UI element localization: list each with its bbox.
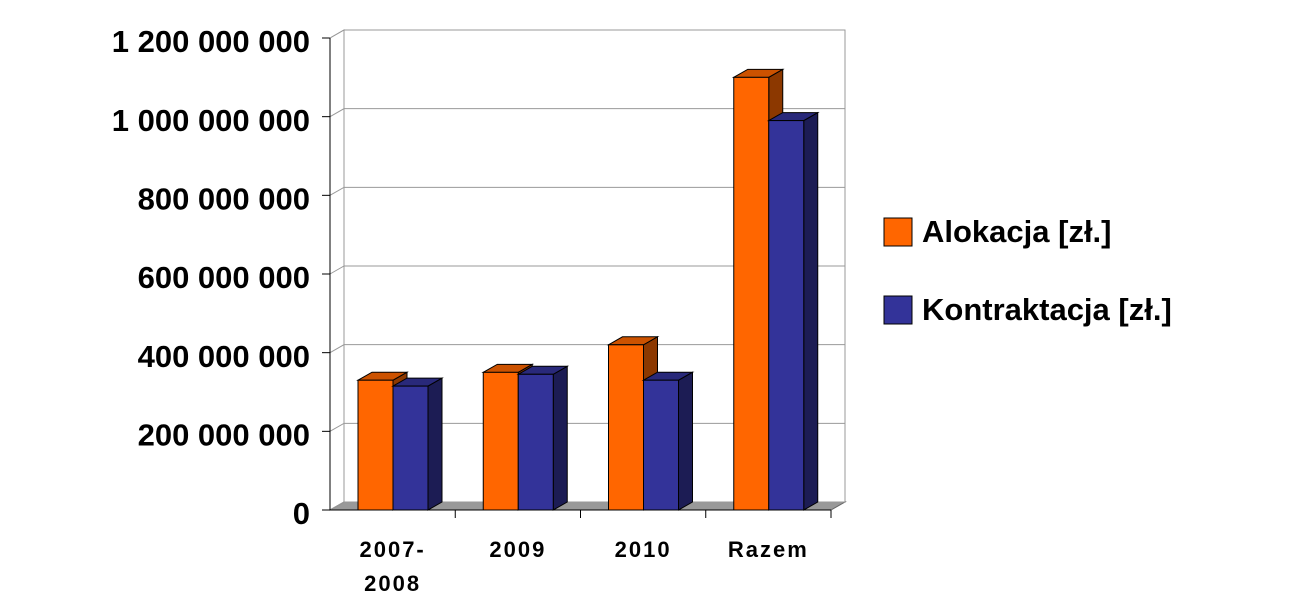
bar [357,379,394,511]
y-tick-label: 0 [293,496,310,531]
y-tick-label: 600 000 000 [138,260,310,295]
bar [643,379,679,511]
legend-swatch [883,217,913,247]
bar [517,373,554,511]
bar [768,120,805,511]
y-tick-label: 800 000 000 [138,182,310,217]
bar [392,385,429,511]
x-tick-label: 2007-2008 [359,537,426,596]
bar-side [678,371,693,511]
bar-side [427,377,443,511]
legend-swatch [883,295,913,325]
y-tick-label: 1 000 000 000 [112,103,310,138]
x-tick-label: Razem [727,537,809,562]
grid-line [329,344,845,354]
bar [482,371,519,511]
bar-side [552,365,568,511]
legend-label: Kontraktacja [zł.] [922,292,1172,327]
bar [608,344,644,511]
bar-side [803,111,819,511]
y-tick-label: 400 000 000 [138,339,310,374]
y-tick-label: 1 200 000 000 [112,24,310,59]
bar [733,76,770,511]
x-tick-label: 2010 [614,537,672,562]
legend-label: Alokacja [zł.] [922,214,1112,249]
y-tick-label: 200 000 000 [138,418,310,453]
x-tick-label: 2009 [489,537,547,562]
grid-line [329,29,845,39]
grid-line [329,186,845,196]
grid-line [329,108,845,118]
grid-line [329,265,845,275]
